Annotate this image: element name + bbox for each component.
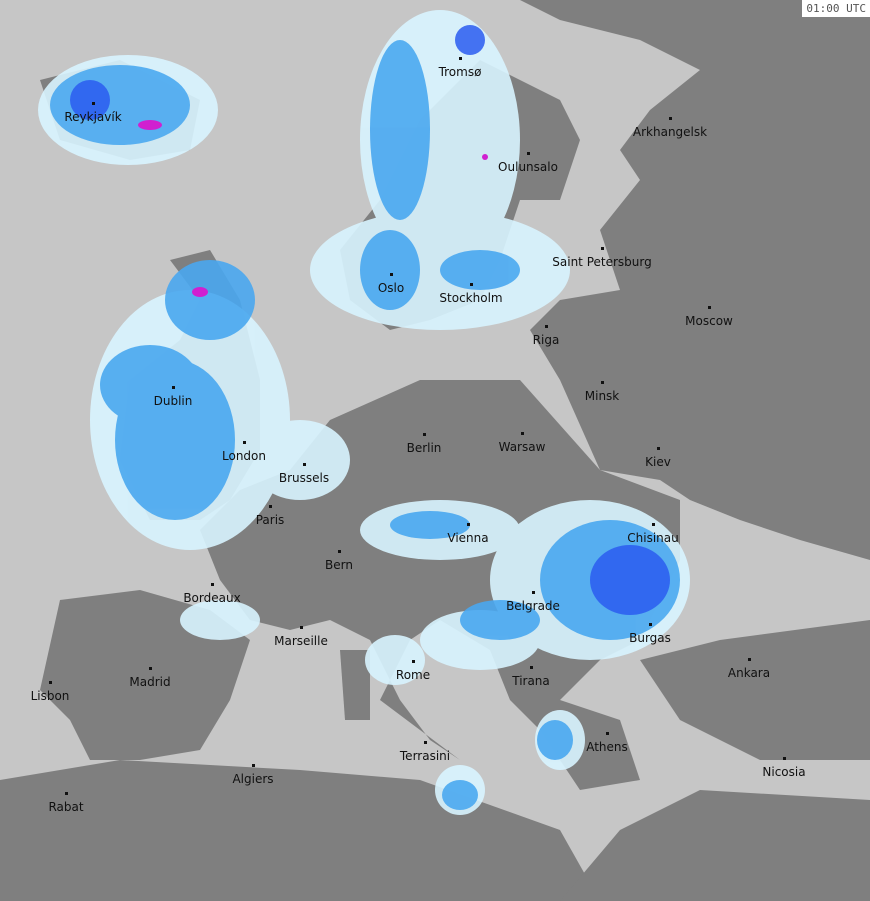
- city-dot: [149, 667, 152, 670]
- city-dot: [708, 306, 711, 309]
- city-label: Minsk: [584, 389, 620, 403]
- city-dot: [606, 732, 609, 735]
- city-dot: [657, 447, 660, 450]
- city-dot: [300, 626, 303, 629]
- city-dot: [521, 432, 524, 435]
- city-label: Saint Petersburg: [552, 255, 652, 269]
- precipitation: [38, 10, 690, 815]
- timestamp-label: 01:00 UTC: [802, 0, 870, 17]
- city-dot: [252, 764, 255, 767]
- city-label: Moscow: [685, 314, 733, 328]
- city-dot: [748, 658, 751, 661]
- city-dot: [652, 523, 655, 526]
- city-label: Riga: [532, 333, 560, 347]
- city-dot: [530, 666, 533, 669]
- city-label: Tromsø: [438, 65, 482, 79]
- city-label: Burgas: [629, 631, 671, 645]
- city-label: Bern: [325, 558, 353, 572]
- city-label: Rabat: [48, 800, 84, 814]
- city-dot: [527, 152, 530, 155]
- city-label: Ankara: [727, 666, 771, 680]
- city-dot: [470, 283, 473, 286]
- city-label: Oslo: [377, 281, 405, 295]
- city-dot: [390, 273, 393, 276]
- city-dot: [532, 591, 535, 594]
- city-label: Terrasini: [399, 749, 451, 763]
- city-label: Oulunsalo: [498, 160, 558, 174]
- city-label: Stockholm: [439, 291, 503, 305]
- city-dot: [467, 523, 470, 526]
- city-label: Vienna: [447, 531, 489, 545]
- city-label: Madrid: [129, 675, 171, 689]
- city-dot: [269, 505, 272, 508]
- city-dot: [783, 757, 786, 760]
- city-label: Paris: [255, 513, 285, 527]
- city-dot: [424, 741, 427, 744]
- city-label: Arkhangelsk: [632, 125, 708, 139]
- city-dot: [649, 623, 652, 626]
- city-dot: [303, 463, 306, 466]
- city-label: Athens: [586, 740, 628, 754]
- city-label: Reykjavík: [64, 110, 122, 124]
- city-dot: [65, 792, 68, 795]
- city-dot: [669, 117, 672, 120]
- city-dot: [412, 660, 415, 663]
- city-label: Brussels: [278, 471, 330, 485]
- city-dot: [423, 433, 426, 436]
- city-dot: [243, 441, 246, 444]
- city-label: Marseille: [274, 634, 328, 648]
- city-label: Berlin: [406, 441, 442, 455]
- city-dot: [338, 550, 341, 553]
- city-label: Rome: [395, 668, 431, 682]
- city-label: Lisbon: [30, 689, 70, 703]
- city-label: Bordeaux: [183, 591, 241, 605]
- city-dot: [459, 57, 462, 60]
- city-dot: [601, 381, 604, 384]
- city-label: Algiers: [232, 772, 274, 786]
- city-dot: [92, 102, 95, 105]
- city-dot: [49, 681, 52, 684]
- city-label: Belgrade: [506, 599, 560, 613]
- city-dot: [601, 247, 604, 250]
- city-label: Nicosia: [762, 765, 806, 779]
- city-dot: [172, 386, 175, 389]
- city-dot: [545, 325, 548, 328]
- city-label: Warsaw: [498, 440, 546, 454]
- city-label: Dublin: [153, 394, 193, 408]
- city-label: Chisinau: [627, 531, 679, 545]
- city-dot: [211, 583, 214, 586]
- city-label: Tirana: [512, 674, 550, 688]
- city-label: Kiev: [645, 455, 671, 469]
- city-label: London: [222, 449, 266, 463]
